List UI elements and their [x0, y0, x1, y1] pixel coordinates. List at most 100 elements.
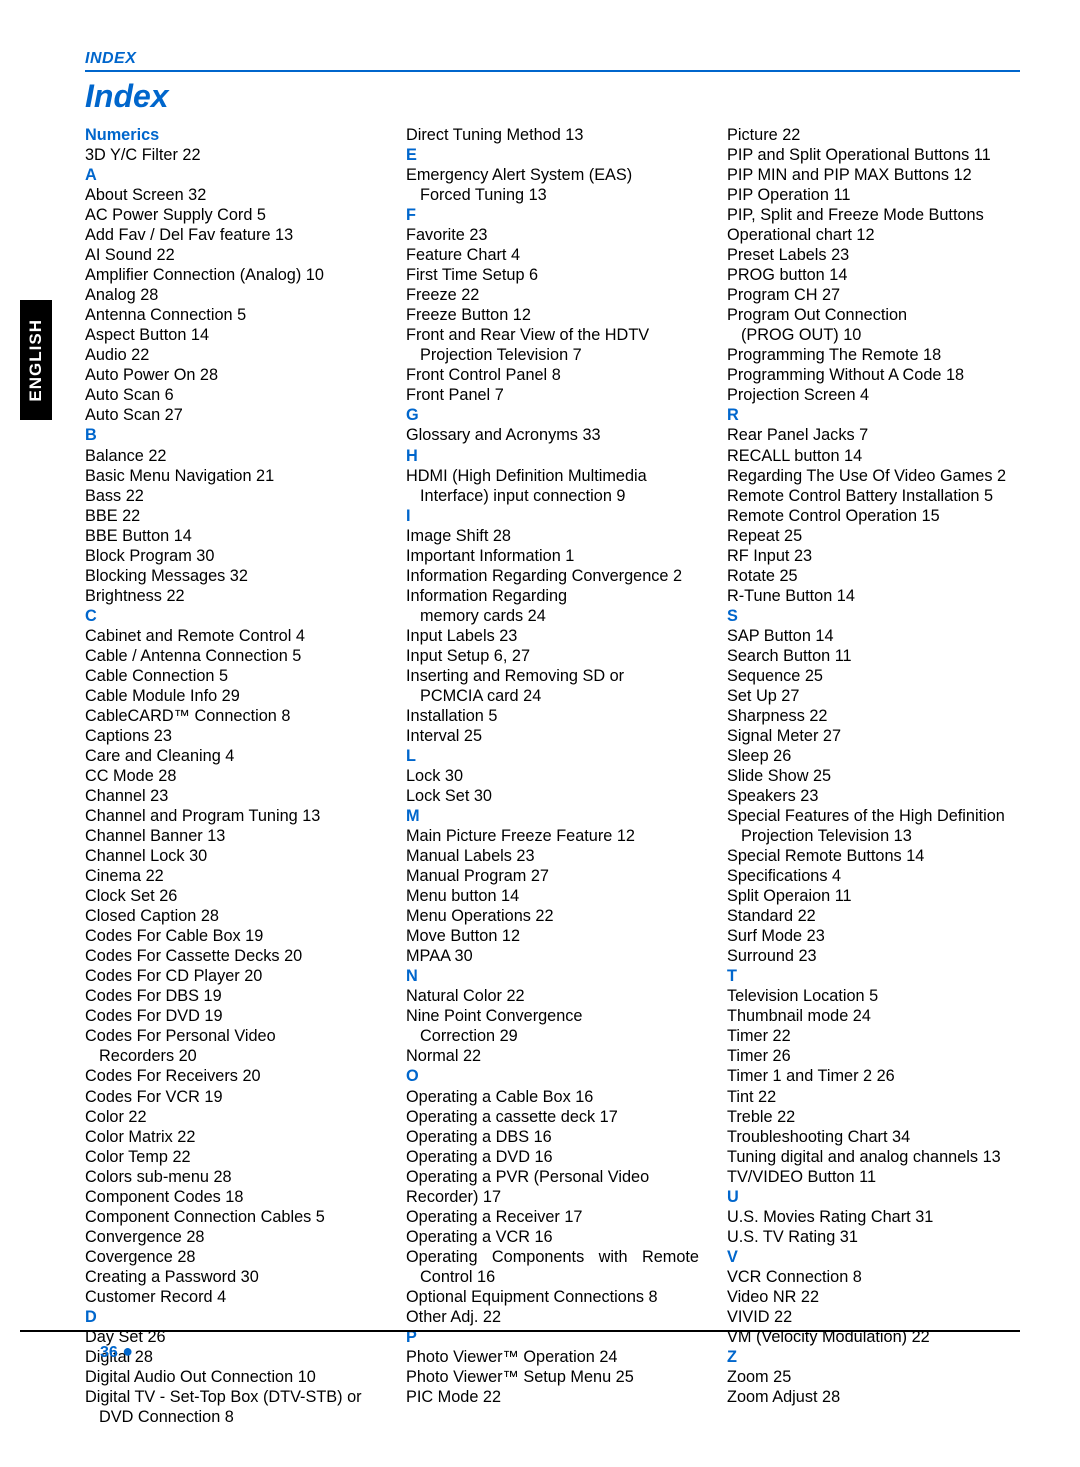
index-entry: Program CH 27	[727, 285, 1020, 305]
index-entry: CableCARD™ Connection 8	[85, 706, 378, 726]
index-entry: Timer 22	[727, 1026, 1020, 1046]
index-entry: PROG button 14	[727, 265, 1020, 285]
index-section-head: O	[406, 1066, 699, 1086]
index-column-1: Numerics3D Y/C Filter 22AAbout Screen 32…	[85, 125, 378, 1427]
index-entry: Projection Screen 4	[727, 385, 1020, 405]
index-entry: Television Location 5	[727, 986, 1020, 1006]
index-entry: Direct Tuning Method 13	[406, 125, 699, 145]
index-entry: Menu Operations 22	[406, 906, 699, 926]
index-entry: Digital Audio Out Connection 10	[85, 1367, 378, 1387]
index-entry: Codes For VCR 19	[85, 1087, 378, 1107]
index-entry: Freeze Button 12	[406, 305, 699, 325]
index-section-head: L	[406, 746, 699, 766]
index-entry: CC Mode 28	[85, 766, 378, 786]
index-entry: Repeat 25	[727, 526, 1020, 546]
index-entry: Other Adj. 22	[406, 1307, 699, 1327]
index-entry: Programming Without A Code 18	[727, 365, 1020, 385]
index-entry: Operating a Cable Box 16	[406, 1087, 699, 1107]
index-entry: Speakers 23	[727, 786, 1020, 806]
index-entry: VIVID 22	[727, 1307, 1020, 1327]
index-entry: Interface) input connection 9	[406, 486, 699, 506]
index-entry: Convergence 28	[85, 1227, 378, 1247]
index-entry: Projection Television 13	[727, 826, 1020, 846]
index-section-head: G	[406, 405, 699, 425]
index-entry: Zoom 25	[727, 1367, 1020, 1387]
index-entry: Front Control Panel 8	[406, 365, 699, 385]
index-entry: Natural Color 22	[406, 986, 699, 1006]
index-entry: Inserting and Removing SD or	[406, 666, 699, 686]
index-entry: Input Setup 6, 27	[406, 646, 699, 666]
index-entry: Recorders 20	[85, 1046, 378, 1066]
index-entry: Interval 25	[406, 726, 699, 746]
index-entry: Treble 22	[727, 1107, 1020, 1127]
index-section-head: T	[727, 966, 1020, 986]
index-entry: Codes For Cable Box 19	[85, 926, 378, 946]
index-entry: Color 22	[85, 1107, 378, 1127]
index-entry: About Screen 32	[85, 185, 378, 205]
index-entry: Channel Banner 13	[85, 826, 378, 846]
index-entry: MPAA 30	[406, 946, 699, 966]
index-entry: Blocking Messages 32	[85, 566, 378, 586]
index-entry: R-Tune Button 14	[727, 586, 1020, 606]
index-entry: Surf Mode 23	[727, 926, 1020, 946]
index-entry: Operating a Receiver 17	[406, 1207, 699, 1227]
index-entry: Sleep 26	[727, 746, 1020, 766]
index-entry: VCR Connection 8	[727, 1267, 1020, 1287]
index-entry: (PROG OUT) 10	[727, 325, 1020, 345]
header-section-label: INDEX	[85, 50, 1020, 70]
index-section-head: C	[85, 606, 378, 626]
footer-dot-icon: ●	[122, 1341, 133, 1361]
index-entry: Rotate 25	[727, 566, 1020, 586]
index-entry: SAP Button 14	[727, 626, 1020, 646]
index-entry: Input Labels 23	[406, 626, 699, 646]
index-entry: Important Information 1	[406, 546, 699, 566]
index-entry: Search Button 11	[727, 646, 1020, 666]
index-entry: Preset Labels 23	[727, 245, 1020, 265]
index-section-head: A	[85, 165, 378, 185]
index-entry: Codes For DBS 19	[85, 986, 378, 1006]
index-entry: Main Picture Freeze Feature 12	[406, 826, 699, 846]
index-entry: PCMCIA card 24	[406, 686, 699, 706]
index-entry: Sharpness 22	[727, 706, 1020, 726]
index-entry: Lock Set 30	[406, 786, 699, 806]
index-entry: Channel Lock 30	[85, 846, 378, 866]
index-entry: PIP Operation 11	[727, 185, 1020, 205]
index-entry: Channel 23	[85, 786, 378, 806]
index-entry: Information Regarding	[406, 586, 699, 606]
index-entry: Cable / Antenna Connection 5	[85, 646, 378, 666]
index-section-head: Numerics	[85, 125, 378, 145]
index-entry: 3D Y/C Filter 22	[85, 145, 378, 165]
index-section-head: V	[727, 1247, 1020, 1267]
index-entry: Auto Scan 27	[85, 405, 378, 425]
index-entry: Auto Scan 6	[85, 385, 378, 405]
index-entry: Operating a DBS 16	[406, 1127, 699, 1147]
index-entry: Regarding The Use Of Video Games 2	[727, 466, 1020, 486]
index-entry: Analog 28	[85, 285, 378, 305]
index-entry: Optional Equipment Connections 8	[406, 1287, 699, 1307]
index-columns: Numerics3D Y/C Filter 22AAbout Screen 32…	[85, 125, 1020, 1427]
index-entry: Specifications 4	[727, 866, 1020, 886]
index-entry: Cable Connection 5	[85, 666, 378, 686]
index-column-3: Picture 22PIP and Split Operational Butt…	[727, 125, 1020, 1427]
index-entry: Move Button 12	[406, 926, 699, 946]
index-entry: Codes For Cassette Decks 20	[85, 946, 378, 966]
index-section-head: I	[406, 506, 699, 526]
page-number: 36	[100, 1344, 118, 1361]
index-entry: Information Regarding Convergence 2	[406, 566, 699, 586]
index-entry: Lock 30	[406, 766, 699, 786]
index-entry: Remote Control Operation 15	[727, 506, 1020, 526]
index-entry: Audio 22	[85, 345, 378, 365]
index-entry: RECALL button 14	[727, 446, 1020, 466]
index-entry: Projection Television 7	[406, 345, 699, 365]
index-entry: Signal Meter 27	[727, 726, 1020, 746]
index-entry: AI Sound 22	[85, 245, 378, 265]
index-section-head: R	[727, 405, 1020, 425]
index-entry: HDMI (High Definition Multimedia	[406, 466, 699, 486]
page-container: INDEX Index Numerics3D Y/C Filter 22AAbo…	[0, 0, 1080, 1467]
index-section-head: F	[406, 205, 699, 225]
index-entry: Covergence 28	[85, 1247, 378, 1267]
index-entry: Slide Show 25	[727, 766, 1020, 786]
index-entry: Creating a Password 30	[85, 1267, 378, 1287]
index-entry: Installation 5	[406, 706, 699, 726]
index-entry: Captions 23	[85, 726, 378, 746]
